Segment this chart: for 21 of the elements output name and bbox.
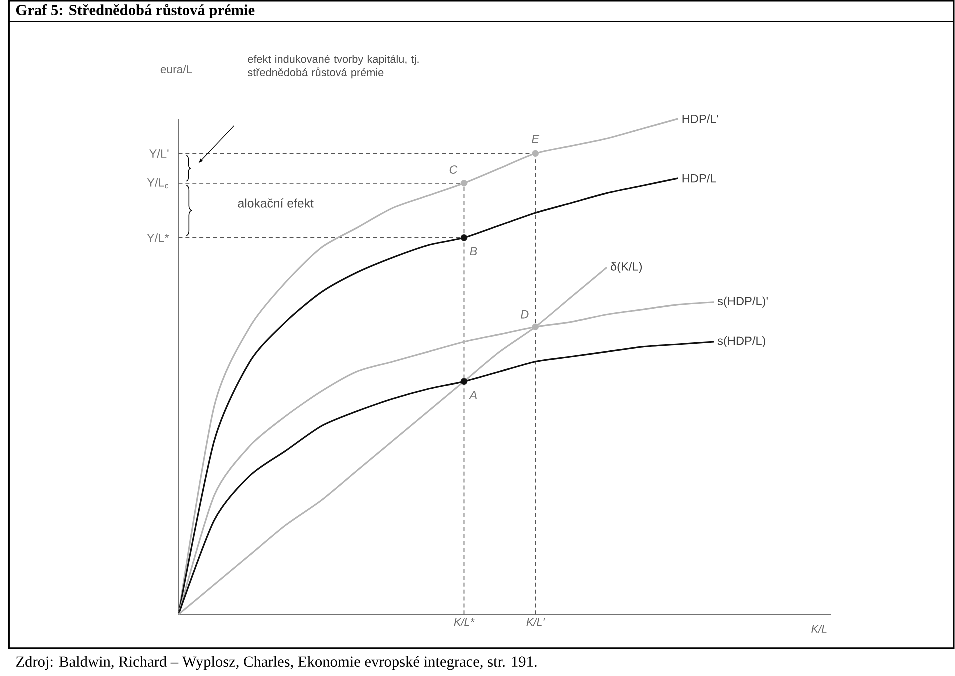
ref-line-label: Y/L* (147, 234, 170, 242)
chart-title: Graf 5: Střednědobá růstová prémie (16, 4, 255, 19)
series-label: HDP/L' (682, 114, 718, 124)
series-label: HDP/L (682, 174, 716, 183)
annotation: B (470, 247, 478, 256)
series-label: s(HDP/L)' (718, 296, 768, 308)
series-label: δ(K/L) (610, 262, 642, 274)
x-tick-label: K/L' (526, 618, 546, 626)
ref-line-label: Y/L' (150, 149, 169, 158)
y-axis-title: eura/L (160, 65, 192, 74)
annotation: E (532, 135, 540, 144)
series-label: s(HDP/L) (718, 336, 766, 348)
x-tick-label: K/L* (454, 618, 475, 626)
ref-line-label: Y/L$_{c}$ (147, 178, 169, 189)
x-axis-title: K/L (812, 624, 827, 633)
annotation: C (450, 166, 458, 174)
annotation: A (469, 391, 477, 400)
text: Zdroj: Baldwin, Richard – Wyplosz, Charles, Ekonomie evropské integrace, str. 191. (16, 656, 537, 670)
text: efekt indukované tvorby kapitálu, tj. střednědobá růstová prémie (248, 54, 419, 79)
annotation: alokační efekt (238, 198, 314, 208)
annotation: D (520, 310, 529, 319)
